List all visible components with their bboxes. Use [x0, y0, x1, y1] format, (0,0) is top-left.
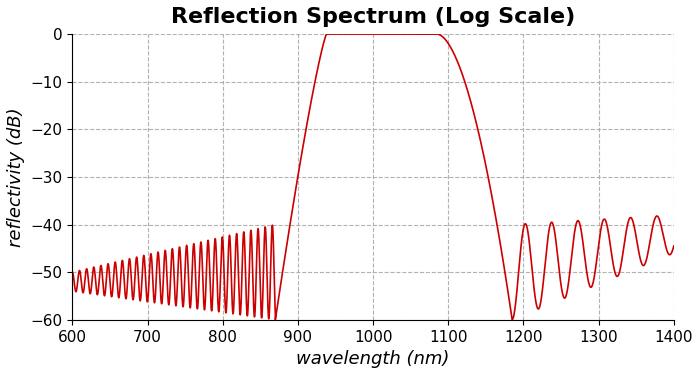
X-axis label: wavelength (nm): wavelength (nm) — [296, 350, 450, 368]
Title: Reflection Spectrum (Log Scale): Reflection Spectrum (Log Scale) — [171, 7, 575, 27]
Y-axis label: reflectivity (dB): reflectivity (dB) — [7, 107, 25, 247]
